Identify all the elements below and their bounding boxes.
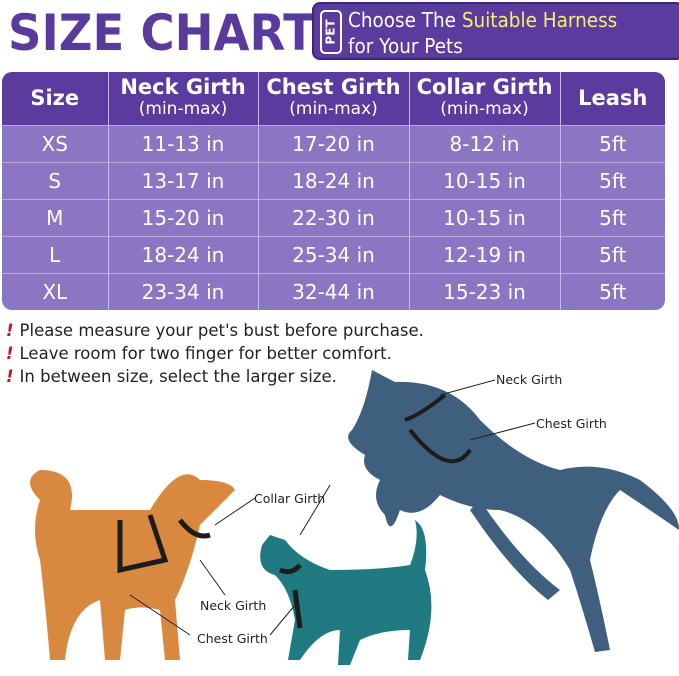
note: ! Leave room for two finger for better co… [6, 344, 392, 363]
table-cell: 13-17 in [107, 161, 258, 199]
dog-neck-girth-label: Neck Girth [200, 598, 267, 613]
table-row: L 18-24 in 25-34 in 12-19 in 5ft [2, 235, 665, 273]
table-cell: 32-44 in [257, 272, 409, 310]
collar-girth-label: Collar Girth [254, 491, 326, 506]
warning-icon: ! [6, 344, 14, 363]
table-cell: 10-15 in [408, 198, 560, 236]
table-cell: 11-13 in [107, 124, 258, 162]
column-header: Chest Girth (min-max) [257, 72, 409, 125]
table-cell: 15-23 in [408, 272, 560, 310]
horse-neck-girth-label: Neck Girth [496, 372, 563, 387]
table-cell: 5ft [559, 161, 665, 199]
table-cell: 5ft [559, 235, 665, 273]
warning-icon: ! [6, 367, 14, 386]
table-cell: 5ft [559, 198, 665, 236]
note: ! Please measure your pet's bust before p… [6, 321, 424, 340]
page-title: SIZE CHART [8, 4, 315, 62]
horse-illustration [348, 370, 679, 652]
banner: PET Choose The Suitable Harness for Your… [312, 2, 679, 60]
table-cell: 25-34 in [257, 235, 409, 273]
table-cell: L [2, 235, 108, 273]
column-header: Size [2, 72, 108, 125]
horse-chest-girth-label: Chest Girth [536, 416, 607, 431]
table-row: M 15-20 in 22-30 in 10-15 in 5ft [2, 198, 665, 236]
dog-chest-girth-label: Chest Girth [197, 631, 268, 646]
table-cell: 18-24 in [107, 235, 258, 273]
table-cell: 10-15 in [408, 161, 560, 199]
size-table: Size Neck Girth (min-max) Chest Girth (min-m… [2, 72, 665, 310]
table-cell: 5ft [559, 272, 665, 310]
table-cell: XL [2, 272, 108, 310]
column-header: Leash [559, 72, 665, 125]
table-cell: 23-34 in [107, 272, 258, 310]
warning-icon: ! [6, 321, 14, 340]
note: ! In between size, select the larger size… [6, 367, 337, 386]
table-cell: 15-20 in [107, 198, 258, 236]
table-cell: 18-24 in [257, 161, 409, 199]
table-row: XL 23-34 in 32-44 in 15-23 in 5ft [2, 272, 665, 310]
column-header: Collar Girth (min-max) [408, 72, 560, 125]
table-row: XS 11-13 in 17-20 in 8-12 in 5ft [2, 124, 665, 162]
column-header: Neck Girth (min-max) [107, 72, 258, 125]
cat-illustration [260, 520, 432, 665]
banner-text: Choose The Suitable Harness for Your Pet… [348, 8, 618, 58]
notes: ! Please measure your pet's bust before p… [6, 319, 424, 388]
table-row: S 13-17 in 18-24 in 10-15 in 5ft [2, 161, 665, 199]
table-cell: S [2, 161, 108, 199]
pet-badge: PET [320, 10, 342, 54]
table-cell: M [2, 198, 108, 236]
table-cell: 5ft [559, 124, 665, 162]
table-cell: 22-30 in [257, 198, 409, 236]
table-cell: XS [2, 124, 108, 162]
table-cell: 8-12 in [408, 124, 560, 162]
pets-illustration [30, 370, 679, 665]
table-cell: 12-19 in [408, 235, 560, 273]
table-cell: 17-20 in [257, 124, 409, 162]
